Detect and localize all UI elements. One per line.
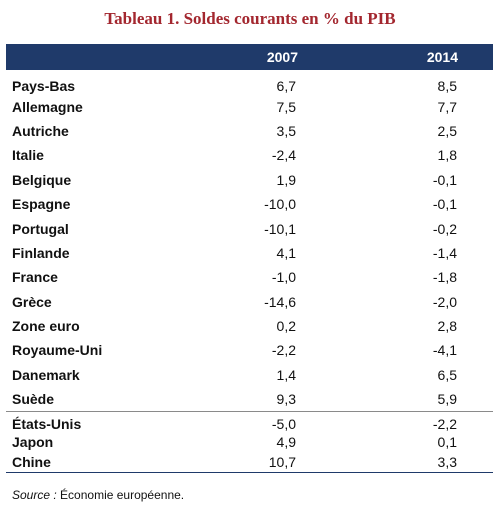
table-row: Grèce -14,6 -2,0	[6, 290, 493, 314]
value-2007-cell: 1,4	[276, 366, 296, 383]
country-cell: Zone euro	[12, 318, 80, 335]
country-cell: Finlande	[12, 244, 70, 261]
value-2014-cell: 1,8	[437, 147, 457, 164]
table-row: Danemark 1,4 6,5	[6, 363, 493, 387]
table-row: Italie -2,4 1,8	[6, 143, 493, 167]
value-2007-cell: 9,3	[276, 391, 296, 408]
value-2014-cell: -2,0	[432, 293, 457, 310]
table-row: Finlande 4,1 -1,4	[6, 241, 493, 265]
source-label: Source :	[12, 488, 57, 502]
table-row: Suède 9,3 5,9	[6, 387, 493, 411]
value-2007-cell: -1,0	[271, 269, 296, 286]
country-cell: États-Unis	[6, 410, 173, 432]
value-2014-cell: -0,1	[432, 171, 457, 188]
value-2014-cell: -0,2	[432, 220, 457, 237]
source-text: Économie européenne.	[60, 488, 185, 502]
value-2014-cell: -1,4	[432, 244, 457, 261]
value-2007-cell: -2,4	[271, 147, 296, 164]
table-row: Royaume-Uni -2,2 -4,1	[6, 338, 493, 362]
current-account-table: 2007 2014 Pays-Bas 6,7 8,5 Allemagne 7,5 7,7 A…	[6, 44, 493, 474]
value-2014-cell: 3,3	[437, 454, 457, 471]
country-cell: Grèce	[12, 293, 52, 310]
value-2014-cell: 2,5	[437, 122, 457, 139]
table-row: France -1,0 -1,8	[6, 265, 493, 289]
value-2007-cell: 4,9	[276, 434, 296, 451]
value-2014-cell: 8,5	[437, 77, 457, 94]
country-cell: Italie	[12, 147, 44, 164]
header-row: 2007 2014	[6, 44, 493, 70]
table-title: Tableau 1. Soldes courants en % du PIB	[104, 9, 396, 28]
value-2014-cell: 6,5	[437, 366, 457, 383]
value-2014-cell: 7,7	[437, 98, 457, 115]
table-row: Chine 10,7 3,3	[6, 452, 493, 473]
value-2007-cell: 0,2	[276, 318, 296, 335]
country-cell: Chine	[12, 454, 51, 471]
country-cell: Autriche	[12, 122, 69, 139]
value-2014-cell: -1,8	[432, 269, 457, 286]
table-row: Pays-Bas 6,7 8,5	[6, 70, 493, 94]
value-2007-cell: -10,1	[264, 220, 296, 237]
country-cell: Belgique	[12, 171, 72, 188]
country-cell: Japon	[12, 434, 54, 451]
value-2014-cell: -0,1	[432, 196, 457, 213]
table-row: États-Unis -5,0 -2,2	[6, 410, 493, 432]
value-2007-cell: 3,5	[276, 122, 296, 139]
country-cell: Royaume-Uni	[12, 342, 103, 359]
value-2007-cell: -14,6	[264, 293, 296, 310]
value-2007-cell: 7,5	[276, 98, 296, 115]
value-2007-cell: 1,9	[276, 171, 296, 188]
value-2007-cell: -5,0	[173, 410, 331, 432]
table-row: Espagne -10,0 -0,1	[6, 192, 493, 216]
header-2007: 2007	[266, 48, 298, 65]
table-row: Japon 4,9 0,1	[6, 432, 493, 453]
country-cell: Danemark	[12, 366, 80, 383]
country-cell: Portugal	[12, 220, 69, 237]
country-cell: Allemagne	[12, 98, 83, 115]
value-2014-cell: 2,8	[437, 318, 457, 335]
country-cell: France	[12, 269, 58, 286]
value-2007-cell: 4,1	[276, 244, 296, 261]
source-note: Source : Économie européenne.	[12, 488, 184, 502]
table-header: 2007 2014	[6, 44, 493, 70]
country-cell: Espagne	[12, 196, 71, 213]
table-row: Belgique 1,9 -0,1	[6, 168, 493, 192]
value-2007-cell: -10,0	[264, 196, 296, 213]
country-cell: Suède	[12, 391, 55, 408]
table-row: Allemagne 7,5 7,7	[6, 94, 493, 118]
value-2014-cell: 0,1	[437, 434, 457, 451]
header-2014: 2014	[426, 48, 458, 65]
table-row: Zone euro 0,2 2,8	[6, 314, 493, 338]
value-2007-cell: -2,2	[271, 342, 296, 359]
table-row: Autriche 3,5 2,5	[6, 119, 493, 143]
value-2014-cell: 5,9	[437, 391, 457, 408]
value-2014-cell: -4,1	[432, 342, 457, 359]
country-cell: Pays-Bas	[12, 77, 76, 94]
table-bottom-rule	[6, 472, 493, 474]
value-2014-cell: -2,2	[331, 410, 493, 432]
table-row: Portugal -10,1 -0,2	[6, 216, 493, 240]
table-body: Pays-Bas 6,7 8,5 Allemagne 7,5 7,7 Autriche 3,5…	[6, 70, 493, 473]
header-country	[6, 44, 173, 70]
value-2007-cell: 6,7	[276, 77, 296, 94]
value-2007-cell: 10,7	[268, 454, 296, 471]
